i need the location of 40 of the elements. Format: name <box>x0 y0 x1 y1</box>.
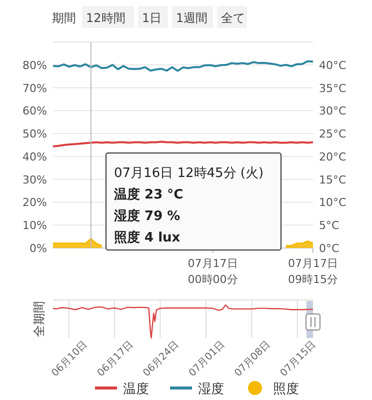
y-tick-label: 60% <box>22 104 47 118</box>
y2-tick-label: 35°C <box>319 82 346 95</box>
text: 期間 <box>52 11 76 25</box>
annotation: 温度 23 °C <box>113 186 184 202</box>
text: 全て <box>221 11 245 25</box>
y2-tick-label: 10°C <box>319 196 346 210</box>
annotation: 07月16日 12時45分 (火) <box>114 166 264 181</box>
y-tick-label: 0% <box>30 242 47 255</box>
y-tick-label: 40% <box>22 150 47 164</box>
y-tick-label: 30% <box>22 173 47 186</box>
line-series <box>52 60 314 72</box>
y2-tick-label: 30°C <box>319 104 346 118</box>
text: 12時間 <box>86 11 126 25</box>
x-tick-label: 06月17日 <box>96 339 136 380</box>
y2-tick-label: 40°C <box>319 58 346 72</box>
x-tick-label: 07月15日 <box>278 339 318 380</box>
legend-label: 温度 <box>123 381 149 397</box>
annotation: 湿度 79 % <box>113 208 180 224</box>
legend-label: 湿度 <box>198 381 224 397</box>
y-tick-label: 70% <box>22 82 47 95</box>
y-axis-title: 全期間 <box>32 301 46 337</box>
legend-label: 照度 <box>273 381 299 397</box>
y-tick-label: 80% <box>22 58 47 72</box>
text: 1日 <box>142 11 162 25</box>
y2-tick-label: 20°C <box>319 150 346 164</box>
x-tick-label: 06月24日 <box>141 339 182 380</box>
y-tick-label: 10% <box>22 219 47 232</box>
y2-tick-label: 5°C <box>319 219 340 232</box>
x-tick-label: 06月10日 <box>50 339 90 380</box>
x-tick-label: 07月01日 <box>187 339 227 380</box>
y-tick-label: 50% <box>22 128 47 141</box>
y2-tick-label: 0°C <box>319 242 340 255</box>
y2-tick-label: 25°C <box>319 128 346 141</box>
x-tick-label: 07月08日 <box>232 339 273 380</box>
text: 1週間 <box>176 11 208 25</box>
x-tick-label: 07月17日 00時00分 <box>188 257 238 286</box>
y2-tick-label: 15°C <box>319 173 346 186</box>
y-tick-label: 20% <box>22 196 47 210</box>
annotation: 照度 4 lux <box>114 230 181 246</box>
x-tick-label: 07月17日 09時15分 <box>288 257 338 286</box>
